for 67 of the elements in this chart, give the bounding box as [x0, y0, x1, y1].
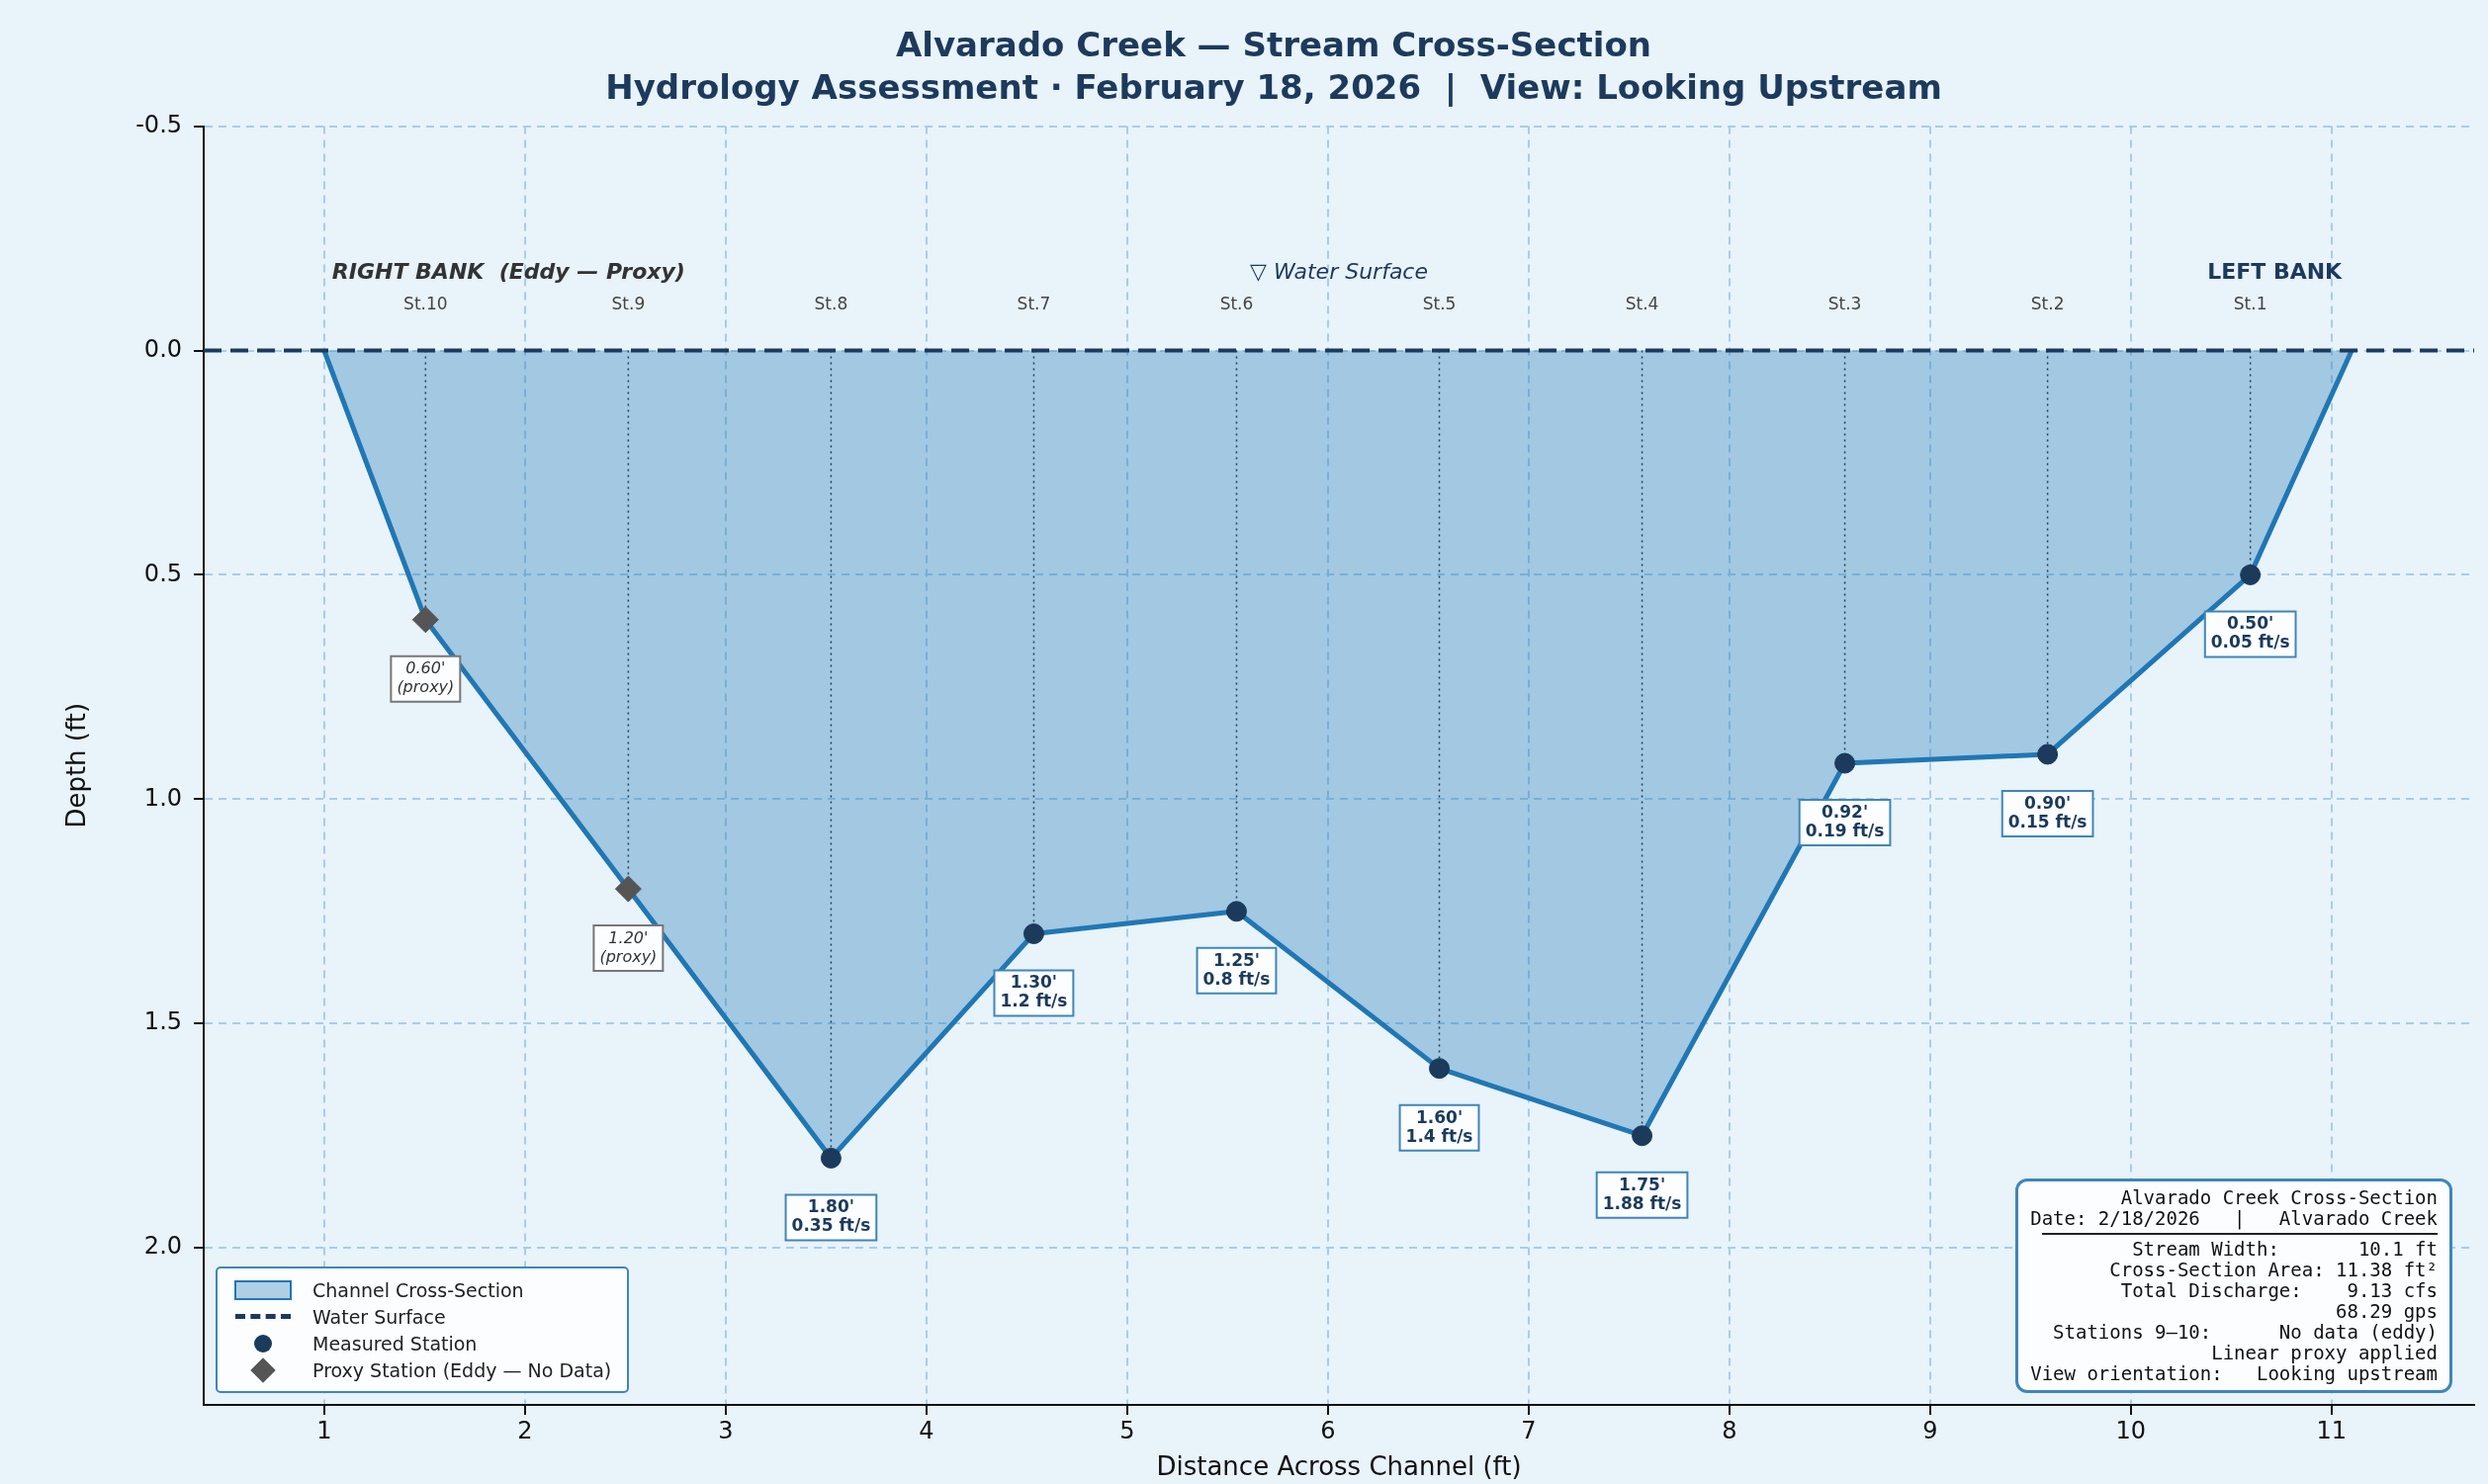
x-tick-label: 11 [2316, 1416, 2348, 1444]
data-label: 1.80' 0.35 ft/s [791, 1196, 871, 1236]
point [614, 875, 642, 903]
annotation: St.2 [2030, 293, 2065, 313]
annotation: St.5 [1422, 293, 1457, 313]
y-tick-label: 0.5 [143, 559, 183, 587]
annotation: St.6 [1219, 293, 1254, 313]
point [411, 606, 439, 634]
annotation: St.1 [2233, 293, 2267, 313]
point [1022, 922, 1044, 944]
point [2037, 743, 2059, 765]
point [1429, 1058, 1451, 1080]
data-label: 1.25' 0.8 ft/s [1202, 949, 1271, 989]
legend-label: Measured Station [312, 1332, 478, 1354]
data-label: 1.20' (proxy) [599, 927, 658, 966]
y-tick-label: 1.5 [143, 1007, 183, 1036]
annotation: St.10 [403, 293, 448, 313]
x-tick-label: 9 [1922, 1416, 1938, 1444]
x-tick-label: 2 [517, 1416, 533, 1444]
annotation: View orientation: Looking upstream [2030, 1362, 2438, 1384]
data-label: 0.50' 0.05 ft/s [2210, 613, 2290, 653]
x-tick-label: 10 [2115, 1416, 2147, 1444]
y-tick-label: -0.5 [135, 110, 183, 138]
x-tick-label: 4 [919, 1416, 934, 1444]
y-tick-label: 1.0 [143, 783, 183, 812]
y-tick-label: 0.0 [143, 334, 183, 363]
annotation: Stream Width: 10.1 ft [2131, 1238, 2438, 1260]
chart-subtitle: Hydrology Assessment · February 18, 2026 | View: Looking Upstream [605, 67, 1942, 108]
annotation: St.7 [1017, 293, 1051, 313]
x-tick-label: 8 [1722, 1416, 1737, 1444]
data-label: 0.60' (proxy) [397, 658, 455, 697]
annotation: RIGHT BANK (Eddy — Proxy) [331, 259, 685, 285]
point [1834, 752, 1856, 774]
annotation: ▽ Water Surface [1250, 259, 1428, 285]
point [820, 1147, 842, 1169]
y-axis-title: Depth (ft) [61, 702, 92, 829]
legend-label: Water Surface [312, 1305, 446, 1328]
x-tick-label: 1 [316, 1416, 332, 1444]
legend-label: Channel Cross-Section [312, 1278, 524, 1301]
annotation: Total Discharge: 9.13 cfs [2119, 1279, 2438, 1301]
annotation: St.4 [1625, 293, 1659, 313]
x-tick-label: 7 [1521, 1416, 1537, 1444]
annotation: 68.29 gps [2335, 1300, 2438, 1322]
x-tick-label: 3 [718, 1416, 734, 1444]
annotation: St.8 [814, 293, 848, 313]
point [1225, 901, 1247, 922]
data-label: 0.92' 0.19 ft/s [1805, 801, 1885, 840]
x-tick-label: 6 [1320, 1416, 1336, 1444]
annotation: Cross-Section Area: 11.38 ft² [2108, 1259, 2438, 1280]
x-axis-title: Distance Across Channel (ft) [1156, 1451, 1522, 1482]
y-tick-label: 2.0 [143, 1232, 183, 1261]
annotation: St.9 [611, 293, 646, 313]
annotation: Alvarado Creek Cross-Section [2119, 1186, 2438, 1208]
annotation: Linear proxy applied [2210, 1342, 2438, 1363]
legend-label: Proxy Station (Eddy — No Data) [312, 1358, 612, 1381]
data-label: 0.90' 0.15 ft/s [2007, 792, 2088, 831]
data-label: 1.75' 1.88 ft/s [1602, 1174, 1682, 1213]
annotation: St.3 [1827, 293, 1862, 313]
point [2240, 564, 2262, 585]
annotation: Stations 9–10: No data (eddy) [2052, 1321, 2438, 1343]
annotation: LEFT BANK [2207, 259, 2344, 285]
data-label: 1.30' 1.2 ft/s [1000, 972, 1068, 1011]
chart-title: Alvarado Creek — Stream Cross-Section [895, 25, 1652, 65]
x-tick-label: 5 [1119, 1416, 1135, 1444]
point [1632, 1125, 1653, 1147]
annotation: Date: 2/18/2026 | Alvarado Creek [2030, 1207, 2438, 1229]
data-label: 1.60' 1.4 ft/s [1405, 1106, 1473, 1146]
